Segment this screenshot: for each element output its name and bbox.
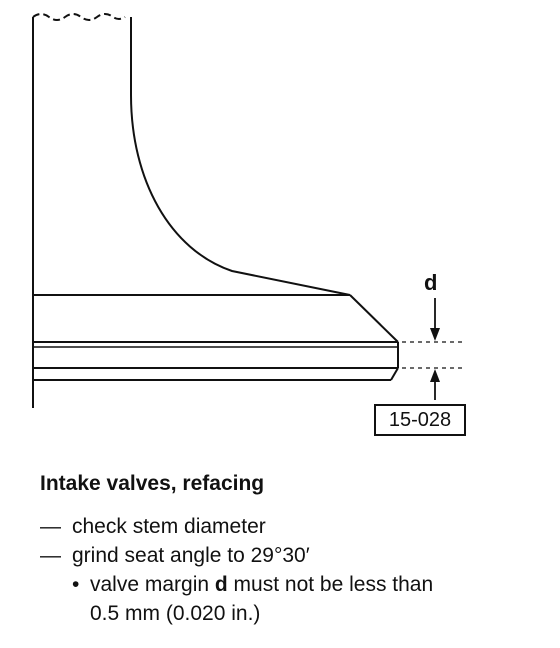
steps-list: — check stem diameter — grind seat angle… [40, 512, 555, 628]
step-text: grind seat angle to 29°30′ [72, 544, 310, 567]
substep-continuation: 0.5 mm (0.020 in.) [90, 602, 261, 625]
step-text: check stem diameter [72, 515, 266, 538]
valve-stem-profile [130, 17, 351, 296]
substep-bold: d [214, 573, 228, 596]
valve-stem-break-line [32, 13, 126, 21]
substep-suffix: must not be less than [227, 573, 434, 596]
dimension-arrow-bottom-head [430, 369, 440, 382]
dash-marker: — [40, 544, 61, 567]
step-item: — check stem diameter [40, 512, 555, 541]
bullet-marker: • [72, 573, 80, 596]
valve-seat-face [349, 294, 399, 343]
valve-face-corner [390, 367, 399, 381]
step-item: — grind seat angle to 29°30′ [40, 541, 555, 570]
caption-title: Intake valves, refacing [40, 472, 265, 495]
valve-diagram [32, 13, 464, 408]
substep-prefix: valve margin [90, 573, 215, 596]
substep-item: • valve margin d must not be less than [40, 570, 555, 599]
dimension-label-d: d [424, 270, 438, 295]
figure-id: 15-028 [374, 404, 466, 436]
dash-marker: — [40, 515, 61, 538]
dimension-arrow-top-head [430, 328, 440, 341]
substep-text: valve margin d must not be less than [90, 570, 433, 599]
